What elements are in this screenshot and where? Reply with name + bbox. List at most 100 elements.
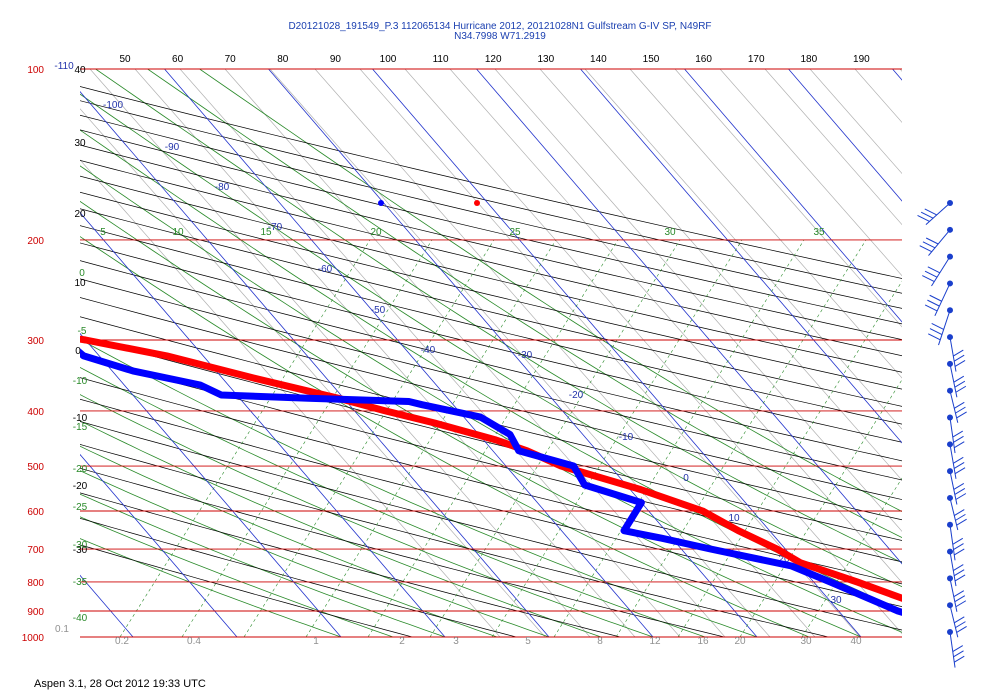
wind-barb-feather (954, 574, 966, 582)
dry-adiabat-label: 15 (260, 227, 272, 238)
pressure-tick-label: 500 (27, 462, 44, 473)
dry-adiabat (80, 336, 902, 541)
hygrometric-line (584, 69, 902, 430)
wind-barb-feather (927, 266, 941, 274)
top-axis-tick-label: 180 (800, 54, 817, 65)
hygrometric-line (89, 69, 591, 637)
wind-barb-feather (924, 208, 937, 216)
dry-adiabat (80, 517, 517, 637)
dry-adiabat (80, 297, 902, 500)
isotherm-label: -90 (165, 142, 180, 153)
isotherm-label: 30 (830, 595, 842, 606)
wind-barb-feather (922, 241, 936, 249)
isotherm (80, 332, 342, 637)
mixing-ratio-label: 20 (734, 636, 746, 647)
moist-adiabat-label: -35 (73, 577, 88, 588)
wind-barb-staff (949, 578, 958, 612)
wind-barb-staff (949, 444, 957, 479)
wind-barb-feather (954, 467, 966, 475)
top-axis-tick-label: 50 (119, 54, 131, 65)
dry-adiabat-group (80, 86, 902, 637)
moist-adiabat (147, 69, 902, 539)
dry-adiabat (80, 278, 902, 481)
wind-barb-staff (928, 229, 951, 256)
wind-barb-feather (954, 595, 966, 603)
wind-barb-feather (920, 211, 934, 219)
pressure-tick-label: 900 (27, 607, 44, 618)
wind-barb-feather (952, 430, 964, 438)
mixing-ratio-line (677, 280, 902, 637)
moist-adiabat (80, 493, 446, 637)
left-scale-label: -20 (73, 481, 88, 492)
wind-barb-feather (924, 270, 938, 278)
isotherm (580, 69, 902, 444)
wind-barb-feather (956, 411, 967, 419)
wind-barb-feather (928, 333, 941, 341)
pressure-tick-label: 700 (27, 545, 44, 556)
dry-adiabat (80, 208, 902, 407)
wind-barb-staff (949, 390, 959, 423)
moist-adiabat (80, 445, 550, 637)
hygrometric-line (494, 69, 902, 532)
chart-subtitle: N34.7998 W71.2919 (454, 31, 546, 42)
wind-barb-feather (953, 569, 965, 577)
pressure-tick-label: 400 (27, 407, 44, 418)
wind-barb-feather (929, 294, 942, 302)
moist-adiabat (95, 69, 902, 564)
mixing-ratio-line (553, 239, 805, 637)
mixing-ratio-line (429, 239, 681, 637)
moist-adiabat (80, 366, 706, 637)
isotherm (892, 69, 902, 81)
hygrometric-line (854, 69, 902, 123)
wind-barb-staff (938, 310, 951, 346)
isotherm (80, 91, 550, 637)
moist-adiabat-label: -15 (73, 422, 88, 433)
wind-barb-staff (934, 283, 951, 317)
moist-adiabat (80, 538, 342, 637)
left-scale-label: -30 (73, 545, 88, 556)
wind-barb-staff (949, 524, 956, 561)
mixing-ratio-label: 0.2 (115, 636, 129, 647)
wind-barb-panel (917, 200, 967, 668)
chart-footer: Aspen 3.1, 28 Oct 2012 19:33 UTC (34, 678, 206, 690)
wind-barb-staff (949, 417, 956, 454)
isotherm (164, 69, 654, 637)
mixing-ratio-label: 0.4 (187, 636, 201, 647)
wind-barb-feather (953, 375, 965, 383)
dry-adiabat (80, 114, 902, 309)
isotherm-label: -70 (268, 222, 283, 233)
top-axis-tick-label: 130 (537, 54, 554, 65)
dry-adiabat (80, 260, 902, 462)
mixing-ratio-line (491, 239, 743, 637)
wind-barb-feather (924, 304, 938, 312)
isotherm-label: -80 (215, 182, 230, 193)
top-axis-tick-label: 90 (330, 54, 342, 65)
moist-adiabat-label: -40 (73, 613, 88, 624)
isotherm-label: 20 (778, 554, 790, 565)
pressure-tick-label: 200 (27, 236, 44, 247)
dry-adiabat (80, 191, 902, 390)
wind-barb-staff (949, 631, 956, 668)
isotherm-label: -10 (619, 432, 634, 443)
mixing-ratio-line (739, 379, 902, 637)
dry-adiabat-label: 35 (813, 227, 825, 238)
wind-barb-feather (929, 328, 943, 336)
isotherm (80, 211, 446, 637)
hygrometric-line (449, 69, 902, 584)
wind-barb-feather (952, 645, 964, 652)
mixing-ratio-line (119, 239, 371, 637)
hygrometric-line (990, 69, 1000, 637)
wind-barb-feather (953, 650, 964, 658)
wind-barb-feather (955, 621, 966, 629)
wind-barb-feather (931, 322, 944, 330)
hygrometric-line (674, 69, 902, 328)
isotherm-label: 0 (683, 473, 689, 484)
mixing-ratio-label: 1 (313, 636, 319, 647)
dry-adiabat (80, 225, 902, 425)
isotherm-label: -100 (103, 100, 123, 111)
dry-adiabat (80, 242, 902, 443)
wind-barb-feather (955, 493, 967, 500)
top-axis-tick-label: 100 (380, 54, 397, 65)
hygrometric-line (80, 159, 501, 637)
top-axis-tick-label: 70 (225, 54, 237, 65)
